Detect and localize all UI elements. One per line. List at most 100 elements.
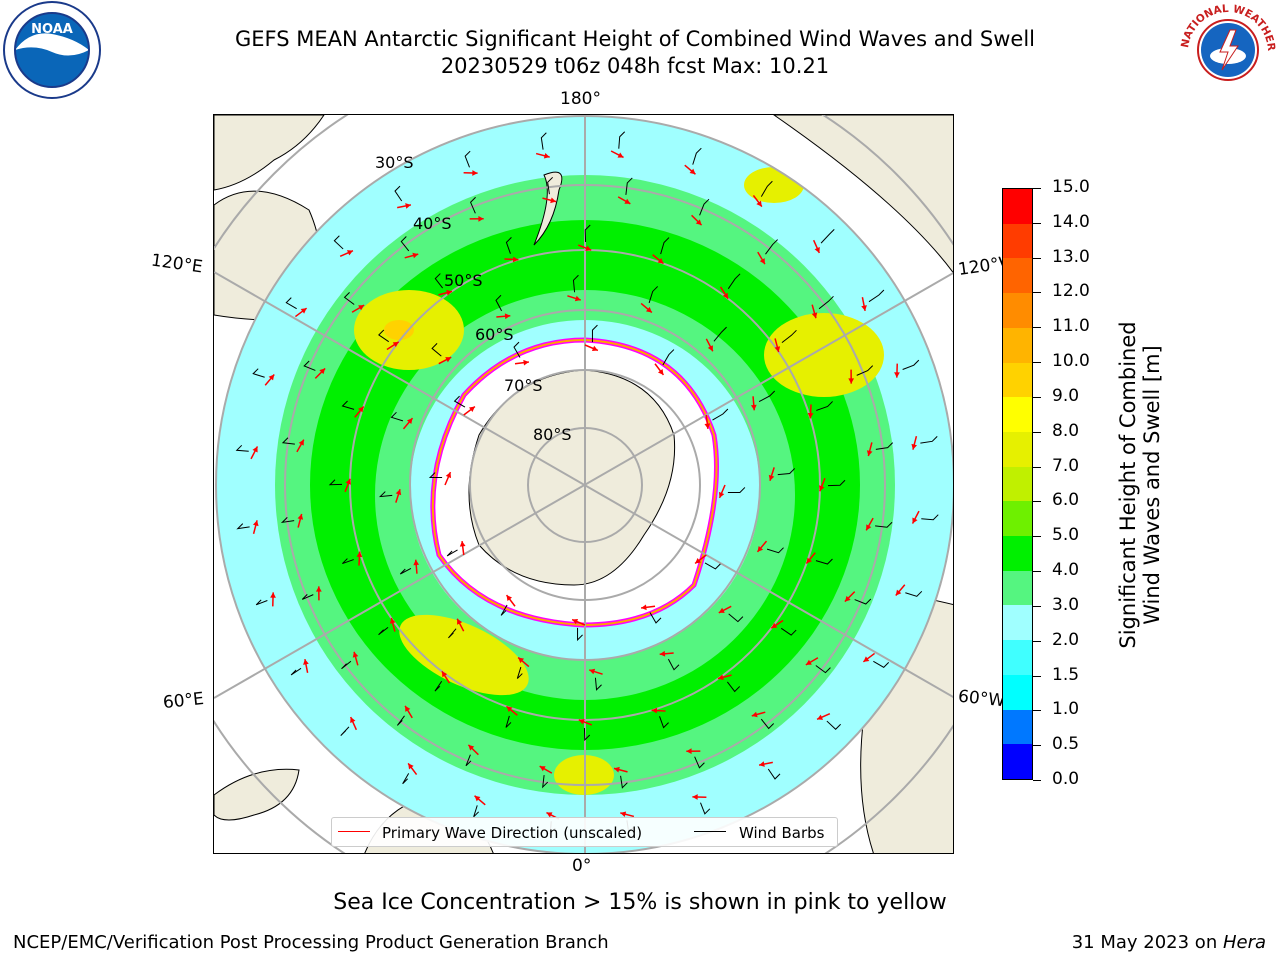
wind-barb — [594, 677, 602, 691]
footer-machine: Hera — [1222, 932, 1266, 953]
colorbar-tick — [1033, 396, 1041, 398]
wind-barb — [446, 549, 458, 557]
footer-credit: NCEP/EMC/Verification Post Processing Pr… — [13, 932, 609, 953]
wave-direction-arrowhead — [406, 418, 413, 425]
graticule — [214, 115, 953, 853]
wave-direction-arrowhead — [759, 761, 765, 767]
wind-barb — [252, 368, 265, 378]
wave-direction-arrowhead — [413, 559, 420, 566]
colorbar-tick-label: 12.0 — [1052, 281, 1090, 302]
wind-barb — [513, 341, 521, 358]
wave-direction-arrowhead — [757, 545, 764, 552]
wind-barb — [303, 360, 316, 371]
wind-barb — [648, 286, 659, 304]
colorbar-tick-label: 6.0 — [1052, 490, 1080, 511]
wave-direction-arrowhead — [692, 794, 698, 800]
wind-barb — [547, 176, 554, 195]
colorbar-tick-label: 1.5 — [1052, 664, 1080, 685]
wave-direction-arrowhead — [750, 404, 757, 411]
pacific-corner-land — [773, 115, 953, 274]
wave-direction-arrowhead — [805, 659, 812, 665]
wind-barb — [505, 237, 512, 254]
colorbar-segment — [1003, 362, 1032, 398]
colorbar-tick — [1033, 188, 1041, 189]
wind-barb — [281, 437, 295, 445]
colorbar-tick — [1033, 640, 1041, 642]
wave-direction-arrowhead — [543, 152, 550, 159]
wind-barb — [434, 273, 444, 289]
wind-barb — [620, 775, 628, 789]
lat-label-40s: 40°S — [413, 214, 452, 233]
colorbar-title: Significant Height of Combined Wind Wave… — [1116, 275, 1164, 695]
wind-barb — [921, 514, 939, 521]
wind-barb — [285, 297, 297, 310]
wave-direction-arrowhead — [645, 306, 652, 313]
wind-barb — [378, 329, 390, 343]
wind-barb — [820, 229, 835, 244]
wind-barb — [448, 628, 457, 639]
wave-direction-arrowhead — [474, 795, 481, 802]
wave-direction-arrowhead — [589, 668, 596, 675]
wind-barb — [780, 627, 797, 636]
colorbar-segment — [1003, 189, 1032, 224]
wind-barb — [760, 718, 775, 730]
wave-direction-arrowhead — [659, 650, 666, 657]
colorbar-tick-label: 1.0 — [1052, 699, 1080, 720]
wave-direction-arrowhead — [771, 622, 778, 629]
wave-direction-arrowhead — [651, 707, 658, 714]
wind-barb — [700, 802, 711, 815]
map-legend: Primary Wave Direction (unscaled) Wind B… — [331, 817, 838, 847]
wave-direction-arrowhead — [468, 406, 475, 413]
wind-barb — [390, 411, 404, 422]
colorbar-tick — [1033, 780, 1041, 781]
wind-barb — [333, 235, 344, 250]
wave-direction-arrowhead — [866, 450, 873, 457]
wind-barb — [301, 594, 314, 600]
wave-direction-arrowhead — [759, 258, 765, 265]
lon-label-60w: 60°W — [957, 686, 1006, 712]
wind-barb — [826, 720, 841, 730]
wave-direction-arrowhead — [848, 378, 855, 384]
lat-label-30s: 30°S — [375, 153, 414, 172]
wind-barb — [765, 239, 778, 255]
noaa-logo: NOAA — [3, 1, 101, 99]
colorbar-segment — [1003, 223, 1032, 259]
wave-direction-arrowhead — [704, 423, 711, 429]
wind-barb — [343, 292, 355, 305]
wind-barb — [290, 667, 302, 676]
wave-direction-arrowhead — [617, 152, 624, 158]
wave-direction-arrowhead — [445, 472, 452, 479]
wave-direction-arrowhead — [861, 305, 867, 311]
wave-direction-arrowhead — [506, 706, 513, 712]
wind-barb — [378, 626, 389, 636]
wind-barb — [378, 491, 393, 498]
wind-barb-label: Wind Barbs — [739, 824, 825, 842]
wave-direction-arrowhead — [300, 308, 307, 314]
nws-logo: NATIONAL WEATHER SERVICE — [1176, 0, 1277, 97]
wave-direction-arrowhead — [504, 313, 511, 320]
wave-direction-arrowhead — [298, 439, 304, 446]
wave-direction-arrowhead — [718, 491, 725, 498]
wave-direction-arrowhead — [585, 245, 592, 251]
wave-direction-arrowhead — [268, 374, 275, 381]
wind-barb — [873, 660, 890, 668]
wave-direction-arrowhead — [297, 513, 304, 520]
wave-direction-arrowhead — [807, 412, 814, 419]
wind-barb — [341, 400, 355, 410]
wind-barb — [341, 660, 352, 670]
wave-direction-arrowhead — [911, 443, 918, 450]
wave-direction-arrowhead — [512, 256, 519, 263]
wave-direction-arrowhead — [457, 618, 463, 625]
colorbar-tick-label: 5.0 — [1052, 525, 1080, 546]
wave-direction-arrowhead — [468, 744, 475, 751]
wave-direction-arrowhead — [774, 346, 781, 353]
wind-barb — [542, 775, 549, 789]
wave-direction-arrowhead — [756, 200, 762, 207]
wave-direction-arrowhead — [817, 714, 824, 720]
wind-barb — [704, 562, 721, 570]
wave-direction-arrowhead — [722, 292, 729, 299]
wave-direction-arrowhead — [319, 368, 326, 375]
wave-direction-arrowhead — [550, 197, 557, 204]
wave-direction-arrowhead — [613, 766, 620, 773]
wind-barb — [713, 326, 727, 342]
